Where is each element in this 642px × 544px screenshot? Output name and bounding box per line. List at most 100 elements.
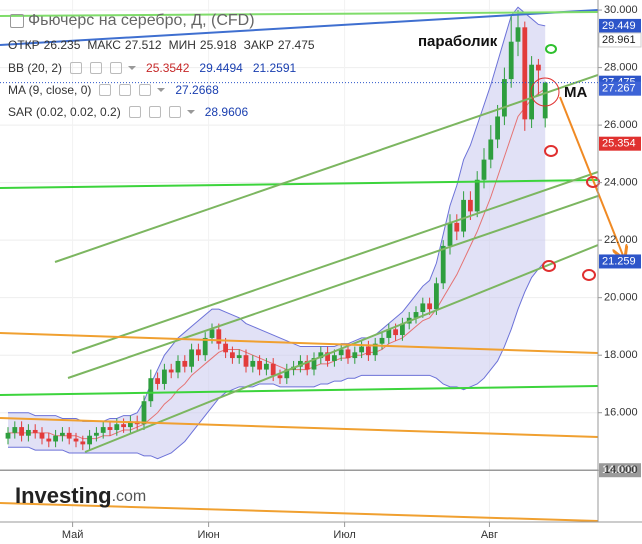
candle-body <box>39 432 45 439</box>
indicator-icon <box>148 106 161 118</box>
price-tag-label: 28.961 <box>602 34 636 46</box>
candle-body <box>481 159 487 180</box>
ohlc-value: 25.918 <box>199 38 237 52</box>
watermark: Investing.com <box>15 483 146 508</box>
trend-line <box>67 195 598 379</box>
overlay-line <box>8 88 546 440</box>
candle-body <box>454 222 460 232</box>
candle-body <box>529 64 534 120</box>
candle-body <box>128 421 133 428</box>
indicator-value: 27.2668 <box>175 83 219 97</box>
trend-line <box>0 332 598 354</box>
trend-line <box>0 385 598 396</box>
indicator-icon <box>119 84 132 96</box>
candle-body <box>257 360 262 370</box>
candle-body <box>141 401 147 425</box>
trend-line <box>0 417 598 438</box>
overlay-line <box>8 261 546 460</box>
ohlc-value: 27.475 <box>277 38 315 52</box>
indicator-icon <box>70 62 83 74</box>
ohlc-label: МИН <box>168 38 196 52</box>
candle-body <box>413 312 419 318</box>
ellipse <box>542 260 556 272</box>
candle-body <box>19 427 24 436</box>
trend-line <box>0 11 598 17</box>
price-tag <box>598 32 642 48</box>
price-tag <box>599 18 641 33</box>
candle-body <box>372 343 378 356</box>
indicator-icon <box>157 88 166 96</box>
candle-body <box>311 358 317 370</box>
indicator-icon <box>110 62 123 74</box>
candle-body <box>162 369 167 384</box>
candle-body <box>168 369 174 373</box>
candle-body <box>304 360 310 370</box>
candle-body <box>5 432 11 439</box>
ellipse <box>586 176 600 188</box>
candle-body <box>202 337 208 356</box>
ohlc-label: МАКС <box>87 38 121 52</box>
y-tick-label: 24.000 <box>604 177 638 189</box>
y-tick-label: 18.000 <box>604 349 638 361</box>
price-tag <box>599 463 641 478</box>
candle-body <box>12 427 18 433</box>
candle-body <box>542 82 548 119</box>
y-tick-label: 14.000 <box>604 464 638 476</box>
price-tag-label: 25.354 <box>602 138 636 150</box>
candle-body <box>345 349 351 359</box>
indicator-icon <box>139 84 152 96</box>
indicator-icon <box>90 62 103 74</box>
x-tick-label: Май <box>62 529 84 541</box>
y-tick-label: 20.000 <box>604 292 638 304</box>
candle-body <box>87 435 92 445</box>
ohlc-row: ОТКР 26.235 МАКС 27.512 МИН 25.918 ЗАКР 27.475 <box>8 38 318 52</box>
indicator-name: SAR (0.02, 0.02, 0.2) <box>8 105 121 119</box>
ellipse <box>544 145 558 157</box>
price-tag-label: 27.267 <box>602 83 636 95</box>
trend-line <box>54 74 598 263</box>
price-tag <box>599 136 641 151</box>
trend-line <box>71 171 598 354</box>
candle-body <box>386 329 392 338</box>
candle-body <box>325 352 330 361</box>
x-tick-label: Июн <box>197 529 219 541</box>
candle-body <box>352 352 358 359</box>
candle-body <box>332 355 337 361</box>
candle-body <box>447 222 453 246</box>
candle-body <box>366 346 371 356</box>
candle-body <box>359 346 364 353</box>
indicator-value: 21.2591 <box>252 61 297 75</box>
indicator-row: SAR (0.02, 0.02, 0.2) 28.9606 <box>8 105 254 119</box>
drawings <box>0 9 598 522</box>
ohlc-label: ЗАКР <box>243 38 274 52</box>
candle-body <box>46 438 52 442</box>
candle-body <box>468 199 473 212</box>
indicator-icon <box>128 106 141 118</box>
candle-body <box>189 349 194 367</box>
price-tag <box>599 81 641 96</box>
price-tag-label: 29.449 <box>602 20 636 32</box>
ohlc-label: ОТКР <box>8 38 40 52</box>
candle-body <box>148 378 154 402</box>
chart-title: Фьючерс на серебро, Д, (CFD) <box>28 12 255 29</box>
ellipse <box>582 269 596 281</box>
candle-body <box>270 363 276 376</box>
annotation: MA <box>564 84 587 101</box>
candle-body <box>175 360 181 373</box>
candle-body <box>223 343 228 353</box>
candle-body <box>461 199 466 232</box>
candle-body <box>440 245 446 284</box>
indicator-value: 28.9606 <box>204 105 249 119</box>
header-title-row: Фьючерс на серебро, Д, (CFD) <box>8 12 255 30</box>
candle-body <box>393 329 398 336</box>
ellipse <box>545 44 557 54</box>
price-tag-label: 21.259 <box>602 255 636 267</box>
candle-body <box>515 27 521 42</box>
y-tick-label: 30.000 <box>604 4 638 16</box>
annotation: параболик <box>418 33 498 50</box>
y-tick-label: 22.000 <box>604 234 638 246</box>
candle-body <box>196 349 201 356</box>
indicator-row: MA (9, close, 0) 27.2668 <box>8 83 225 97</box>
indicator-icon <box>168 106 181 118</box>
candle-body <box>26 429 31 436</box>
